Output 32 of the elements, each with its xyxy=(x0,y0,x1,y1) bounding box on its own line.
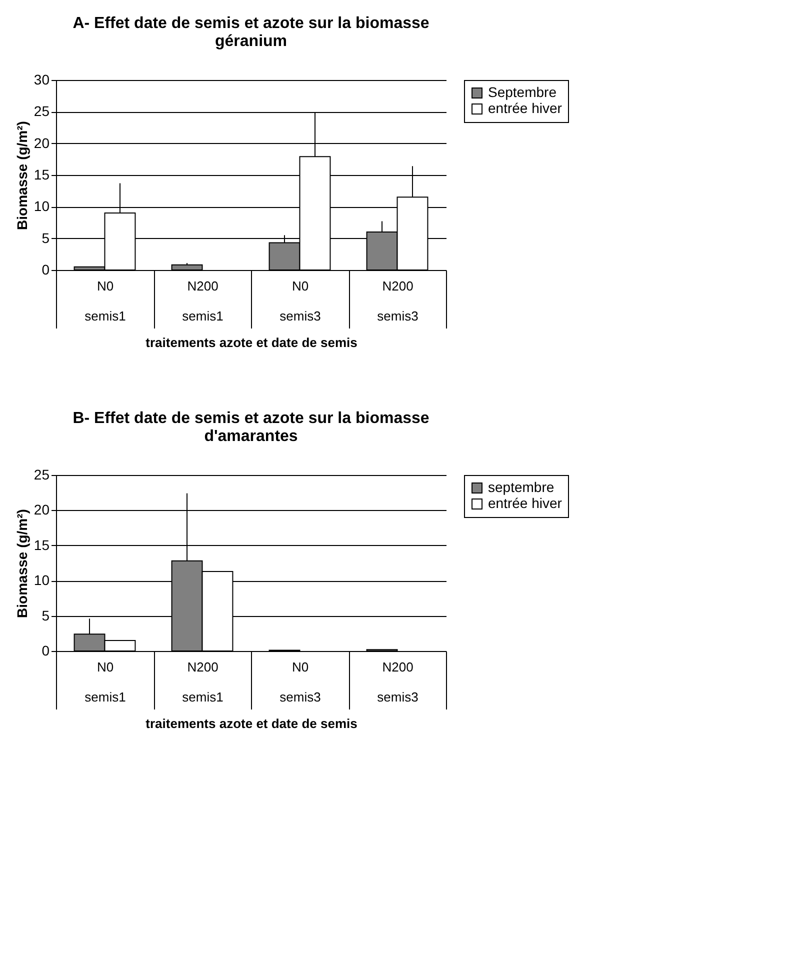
y-tick-label: 0 xyxy=(42,262,50,278)
x-tick-label: N200 semis1 xyxy=(182,660,224,704)
legend-label: entrée hiver xyxy=(488,495,562,511)
legend-label: Septembre xyxy=(488,84,557,100)
legend-label: entrée hiver xyxy=(488,100,562,116)
legend-label: septembre xyxy=(488,479,554,495)
y-axis-title: Biomasse (g/m²) xyxy=(14,509,30,618)
x-tick-label: N0 semis1 xyxy=(84,278,126,324)
y-tick-label: 20 xyxy=(34,134,50,151)
x-axis-title: traitements azote et date de semis xyxy=(146,335,358,350)
chart-title: A- Effet date de semis et azote sur la biomasse géranium xyxy=(72,15,430,50)
y-tick-label: 5 xyxy=(42,230,50,246)
y-tick-label: 25 xyxy=(34,103,50,120)
y-tick-label: 15 xyxy=(34,166,50,182)
x-tick-label: N200 semis1 xyxy=(182,278,224,324)
bar xyxy=(171,264,203,270)
y-axis-title: Biomasse (g/m²) xyxy=(14,121,30,230)
y-tick-label: 10 xyxy=(34,198,50,214)
y-tick-label: 10 xyxy=(34,572,50,588)
x-tick-label: N0 semis3 xyxy=(280,278,321,324)
y-tick-label: 25 xyxy=(34,466,50,482)
y-tick-label: 5 xyxy=(42,607,50,624)
x-tick-label: N0 semis3 xyxy=(280,660,321,704)
y-tick-label: 0 xyxy=(42,642,50,658)
x-axis-title: traitements azote et date de semis xyxy=(146,716,358,731)
y-tick-label: 15 xyxy=(34,536,50,553)
y-tick-label: 20 xyxy=(34,502,50,518)
chart-title: B- Effet date de semis et azote sur la biomasse d'amarantes xyxy=(72,410,430,445)
x-tick-label: N200 semis3 xyxy=(377,278,418,324)
y-tick-label: 30 xyxy=(34,72,50,88)
x-tick-label: N0 semis1 xyxy=(84,660,126,704)
x-tick-label: N200 semis3 xyxy=(377,660,418,704)
